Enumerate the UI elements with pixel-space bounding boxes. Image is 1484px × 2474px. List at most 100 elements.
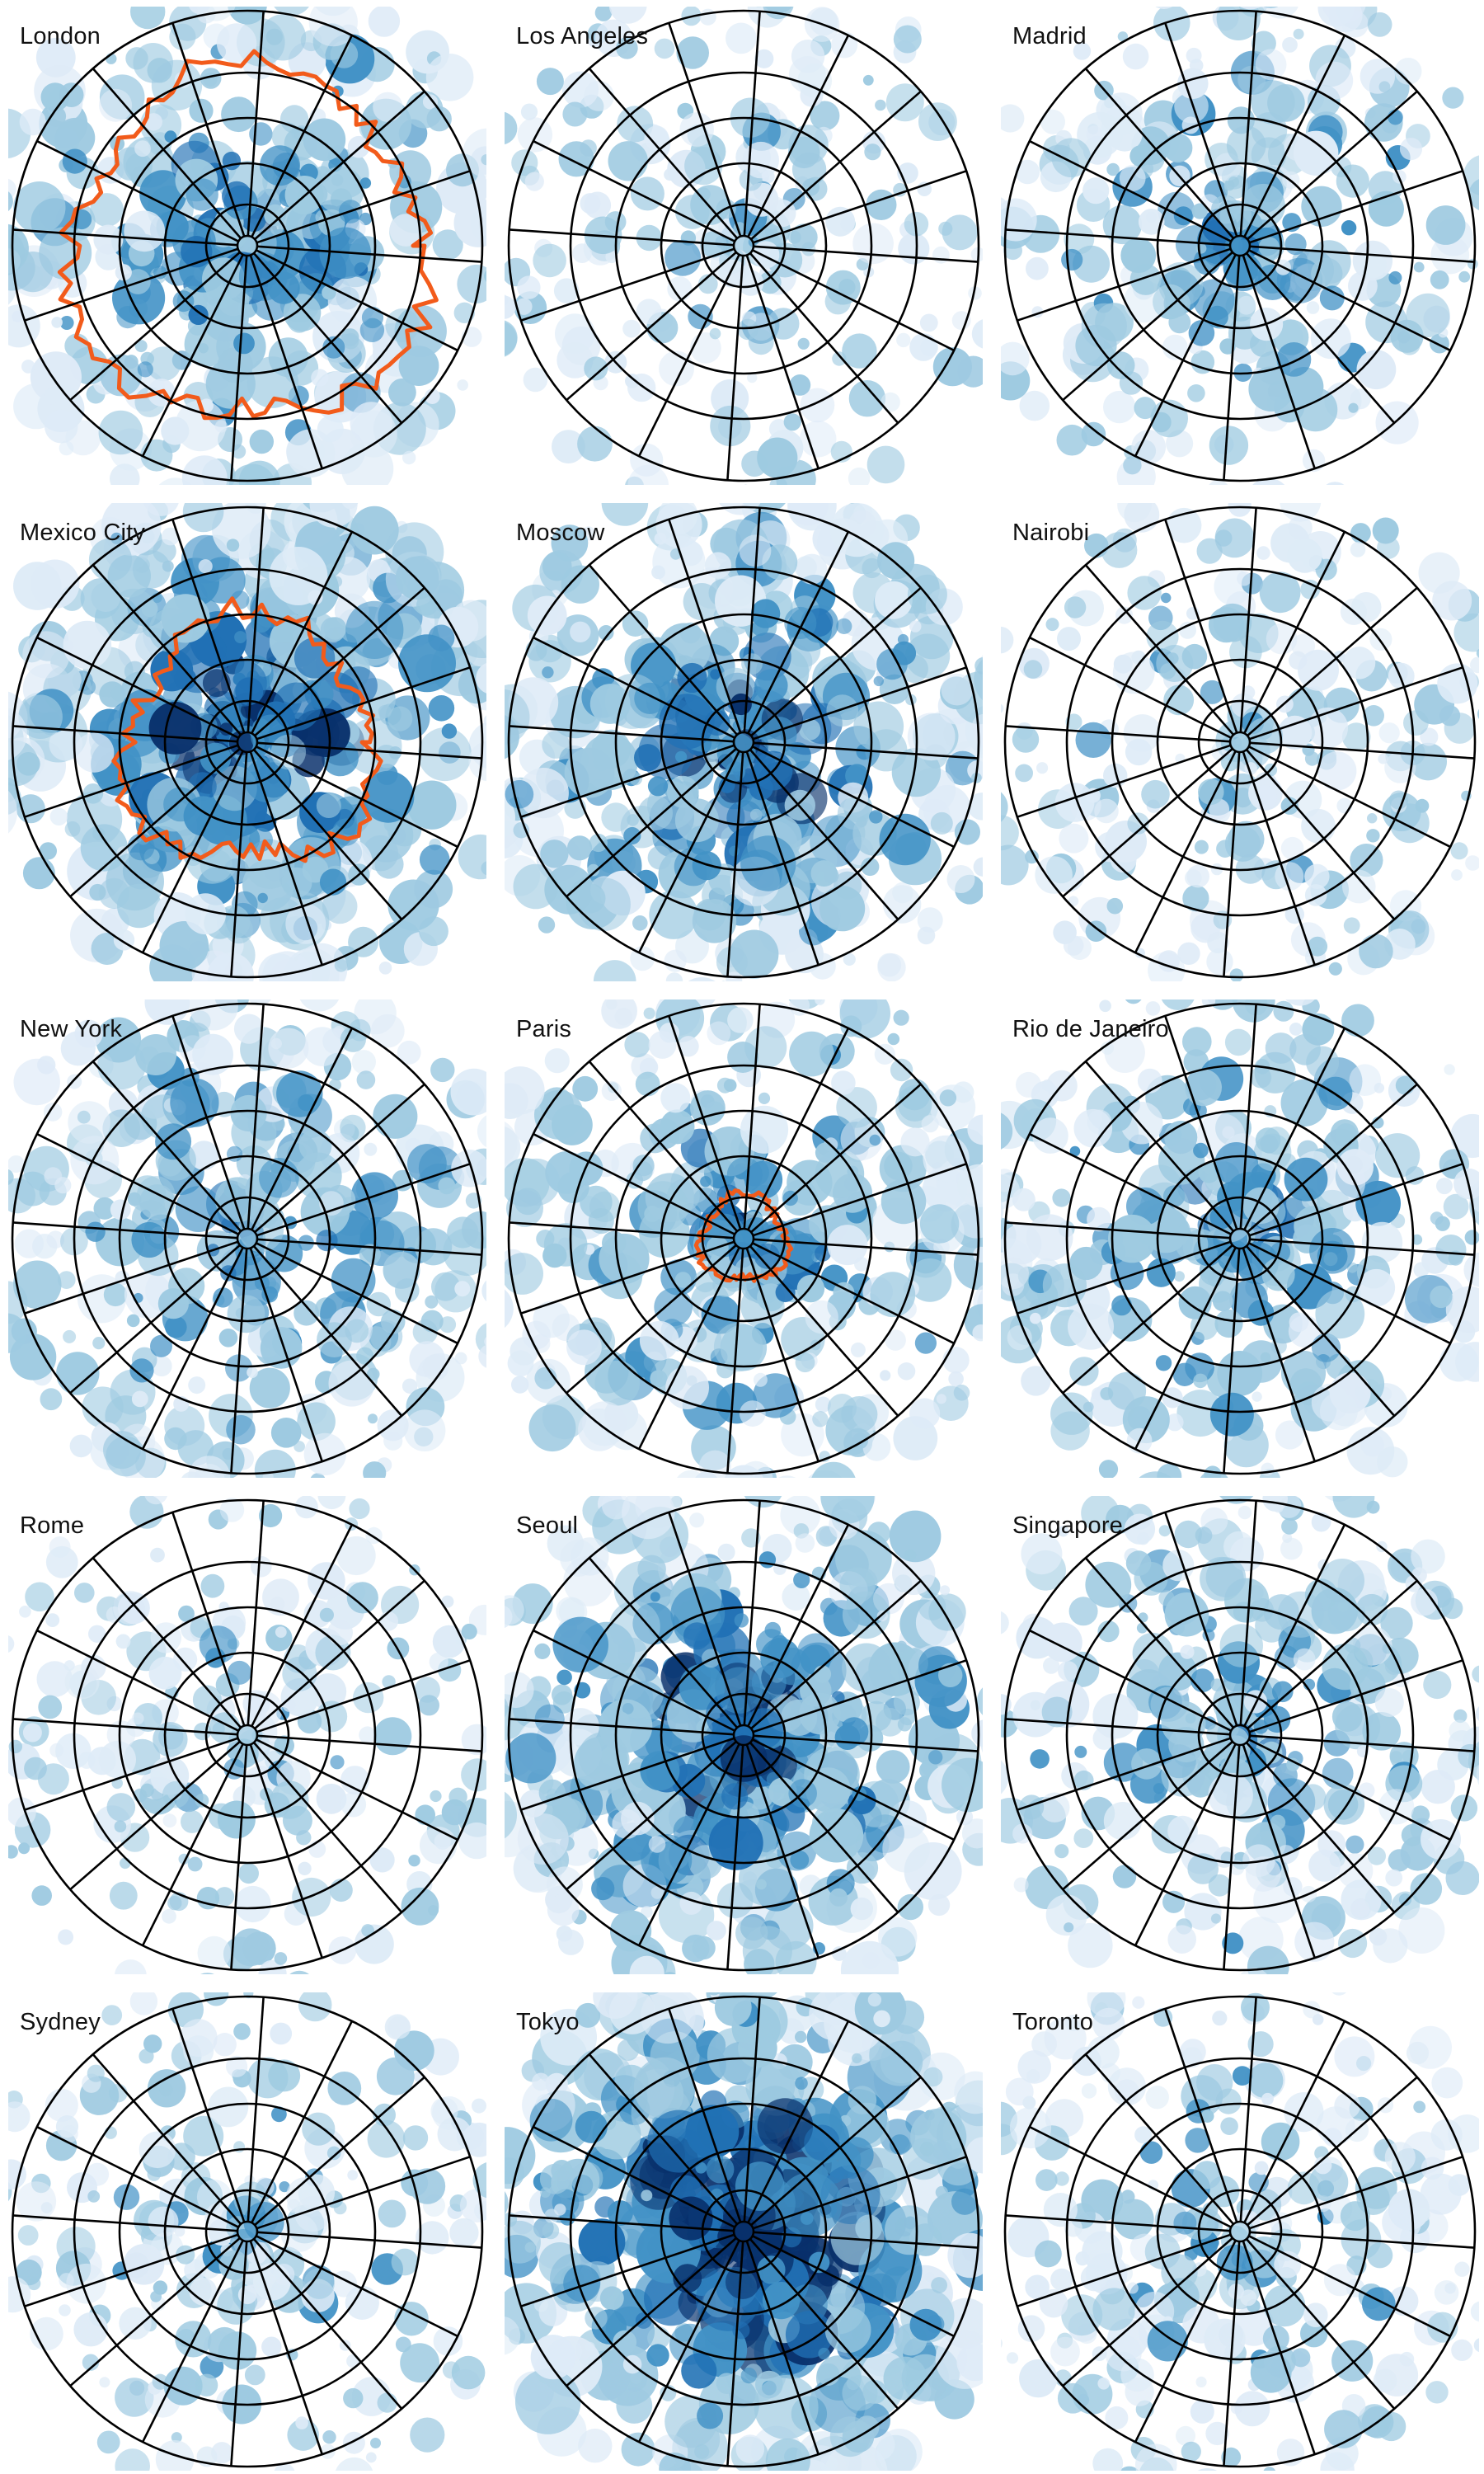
density-patch <box>342 2431 365 2454</box>
density-patch <box>1310 318 1351 360</box>
density-patch <box>1012 1823 1033 1844</box>
density-patch <box>558 1929 584 1955</box>
density-patch <box>1194 840 1209 854</box>
density-patch <box>309 503 358 528</box>
density-patch <box>1205 1557 1247 1597</box>
density-patch <box>976 1687 983 1715</box>
grid-spoke <box>749 749 899 920</box>
density-patch <box>259 14 307 61</box>
grid-spoke <box>753 245 979 263</box>
grid-ring <box>1065 1064 1415 1413</box>
density-patch <box>1355 1180 1401 1226</box>
grid-spoke <box>1084 1557 1235 1729</box>
density-patch <box>1311 257 1343 289</box>
density-patch <box>739 1400 766 1427</box>
density-patch <box>1097 1620 1120 1643</box>
density-patch <box>852 2053 862 2064</box>
density-patch <box>1104 1032 1145 1073</box>
density-patch <box>778 1475 796 1478</box>
density-patch <box>745 2061 796 2111</box>
density-patch <box>1435 1216 1450 1231</box>
density-patch <box>1210 1913 1222 1924</box>
density-patch <box>671 1763 706 1798</box>
grid-spoke <box>533 139 735 242</box>
density-patch <box>430 1790 442 1803</box>
density-patch <box>575 883 606 914</box>
density-patch <box>441 1595 454 1608</box>
density-patch <box>1167 1815 1198 1846</box>
density-patch <box>168 1268 205 1305</box>
grid-spoke <box>743 507 761 733</box>
city-density-map <box>8 1496 486 1974</box>
grid-ring <box>701 1196 787 1282</box>
grid-spoke <box>230 751 248 977</box>
density-patch <box>82 2354 100 2371</box>
density-patch <box>505 295 516 319</box>
grid-spoke <box>12 1221 238 1239</box>
density-patch <box>226 2055 248 2077</box>
grid-spoke <box>752 249 955 352</box>
density-patch <box>1284 233 1307 256</box>
density-patch <box>49 807 68 826</box>
density-patch <box>189 1141 219 1170</box>
density-patch <box>135 1034 177 1075</box>
density-patch <box>1355 1593 1388 1626</box>
density-patch <box>137 361 153 378</box>
grid-spoke <box>252 2238 403 2410</box>
density-patch <box>601 802 631 832</box>
grid-spoke <box>749 1245 899 1417</box>
density-patch <box>1435 1235 1467 1266</box>
density-patch <box>373 92 403 122</box>
density-patch <box>441 723 458 739</box>
grid-spoke <box>141 1247 244 1450</box>
city-boundary-line <box>693 1188 794 1283</box>
density-patch <box>594 1360 640 1406</box>
density-patch <box>1322 1644 1369 1691</box>
density-patch <box>198 559 213 574</box>
density-patch <box>897 1362 916 1380</box>
density-patch <box>1476 1765 1479 1785</box>
density-patch <box>848 467 871 485</box>
density-patch <box>210 979 232 981</box>
grid-spoke <box>252 252 403 424</box>
grid-spoke <box>24 1240 239 1315</box>
density-patch <box>207 2326 242 2361</box>
density-patch <box>805 1300 838 1334</box>
density-patch <box>908 1258 952 1302</box>
density-patch <box>613 2330 637 2354</box>
density-patch <box>1315 61 1354 100</box>
density-patch <box>74 732 115 773</box>
density-patch <box>8 304 40 348</box>
density-patch <box>340 1766 369 1795</box>
density-patch <box>1388 270 1402 285</box>
density-patch <box>534 1643 551 1659</box>
density-patch <box>1177 942 1200 965</box>
density-patch <box>16 2259 42 2286</box>
density-patch <box>1053 920 1077 944</box>
grid-ring <box>1156 658 1324 826</box>
city-label: Mexico City <box>20 520 146 546</box>
density-patch <box>268 1028 309 1069</box>
density-patch <box>1260 1352 1271 1363</box>
grid-spoke <box>249 750 323 966</box>
density-patch <box>513 863 559 910</box>
density-patch <box>876 648 908 680</box>
density-patch <box>164 130 177 143</box>
density-patch <box>45 2088 78 2122</box>
density-patch <box>1082 1401 1094 1413</box>
density-patch <box>1294 130 1339 176</box>
grid-ring <box>1197 1196 1283 1282</box>
density-patch <box>457 379 468 391</box>
density-patch <box>387 706 413 731</box>
density-patch <box>973 857 983 877</box>
density-patch <box>233 332 255 355</box>
density-patch <box>880 1370 891 1381</box>
density-patch <box>174 2226 186 2237</box>
density-patch <box>96 2430 120 2454</box>
density-patch <box>430 1057 455 1083</box>
density-patch <box>334 958 348 972</box>
density-patch <box>517 1813 569 1865</box>
density-patch <box>430 2097 458 2125</box>
grid-ring <box>11 506 484 979</box>
density-patch <box>368 1413 378 1424</box>
